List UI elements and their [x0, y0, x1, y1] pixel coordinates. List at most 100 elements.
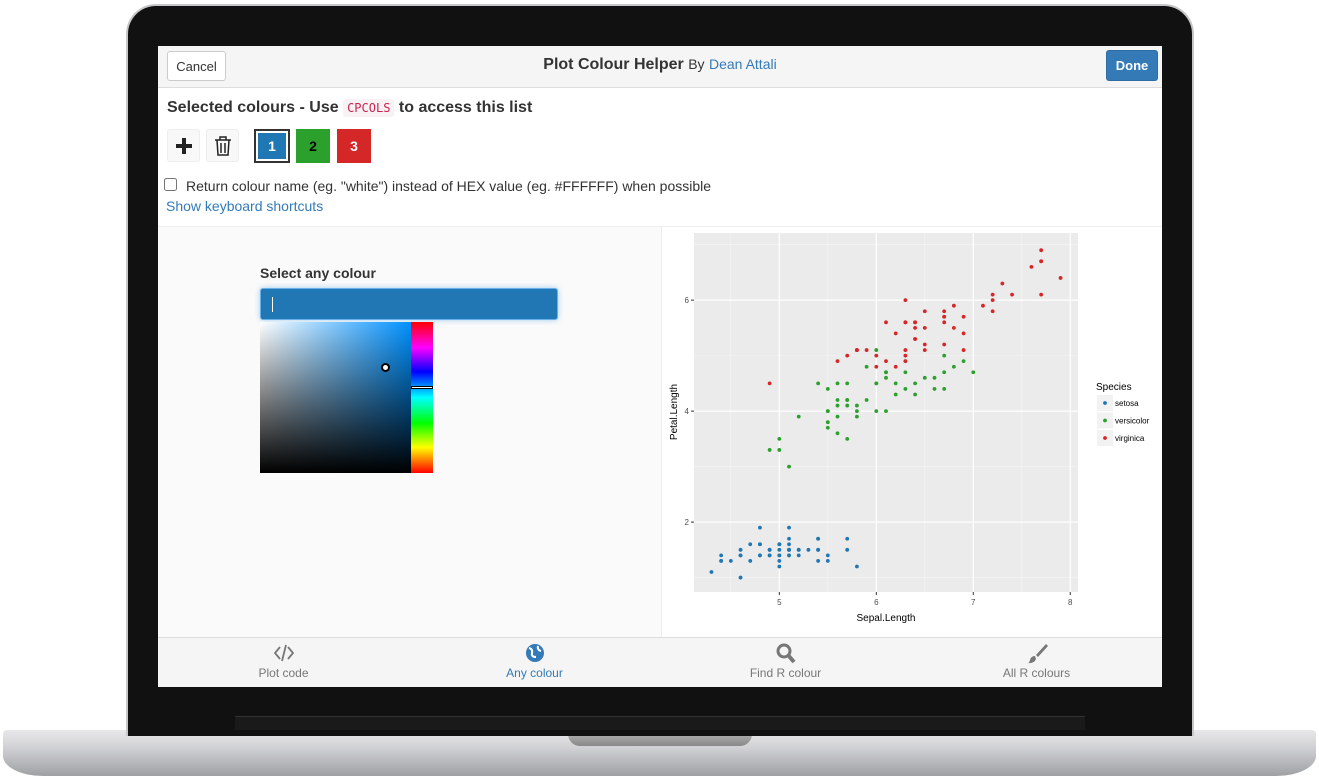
point	[855, 409, 859, 414]
plus-icon	[175, 137, 192, 154]
point	[913, 325, 917, 330]
point	[777, 564, 782, 569]
shortcuts-link[interactable]: Show keyboard shortcuts	[166, 198, 324, 214]
point	[825, 553, 830, 558]
y-tick-label: 6	[685, 296, 690, 305]
tab[interactable]: Plot code	[158, 637, 409, 687]
picker-handle[interactable]	[381, 363, 390, 372]
cancel-button[interactable]: Cancel	[167, 51, 226, 81]
chart: Sepal.Length Petal.Length Species 5 6 7 8 2 4…	[669, 233, 1150, 624]
hue-bar[interactable]	[411, 322, 433, 473]
by: By	[688, 56, 705, 72]
colour-swatch[interactable]: 3	[337, 129, 371, 163]
checkbox[interactable]	[164, 178, 177, 191]
point	[893, 392, 898, 397]
x-tick-label: 6	[874, 598, 879, 607]
title-text: Plot Colour Helper	[543, 56, 684, 73]
point	[777, 542, 782, 547]
point	[874, 381, 879, 386]
x-tick-label: 8	[1068, 598, 1073, 607]
bottom-bar	[158, 637, 1162, 687]
point	[951, 303, 956, 308]
point	[942, 387, 947, 391]
checkbox-label[interactable]: Return colour name (eg. "white") instead…	[186, 178, 712, 194]
x-tick-label: 5	[777, 598, 782, 607]
x-axis-label: Sepal.Length	[857, 613, 916, 624]
colour-swatch[interactable]: 1	[254, 129, 290, 163]
point	[874, 353, 879, 358]
text-cursor	[272, 297, 273, 312]
point	[903, 370, 908, 375]
tab-label: Find R colour	[749, 666, 822, 680]
point	[855, 564, 859, 569]
point	[874, 409, 879, 414]
point	[748, 559, 753, 563]
top-bar	[158, 46, 1162, 88]
point	[922, 325, 927, 330]
tab-icon	[776, 643, 796, 664]
point	[816, 381, 821, 386]
point	[961, 359, 966, 364]
point	[777, 448, 782, 452]
colour-swatch[interactable]: 2	[296, 129, 330, 163]
point	[932, 375, 937, 380]
point	[825, 420, 830, 425]
tab[interactable]: All R colours	[911, 637, 1162, 687]
point	[913, 381, 917, 386]
point	[787, 525, 791, 530]
done-button[interactable]: Done	[1106, 50, 1158, 81]
point	[787, 547, 791, 552]
point	[874, 348, 879, 352]
point	[961, 314, 966, 319]
separator	[158, 226, 1162, 227]
point	[864, 398, 869, 402]
point	[990, 292, 995, 297]
saturation-area[interactable]	[260, 322, 411, 473]
point	[961, 348, 966, 352]
author-link[interactable]: Dean Attali	[708, 56, 777, 72]
point	[942, 309, 947, 314]
point	[767, 381, 772, 386]
point	[1039, 292, 1044, 297]
point	[981, 303, 985, 308]
point	[825, 425, 830, 430]
point	[913, 392, 917, 397]
tab-icon	[1026, 644, 1048, 664]
code: CPCOLS	[343, 99, 395, 117]
colour-input[interactable]	[260, 288, 558, 320]
point	[719, 553, 724, 558]
delete-button[interactable]	[206, 129, 239, 162]
legend-marker	[1103, 436, 1107, 440]
point	[835, 381, 840, 386]
point	[884, 359, 888, 364]
legend-marker	[1103, 401, 1107, 405]
legend-label: setosa	[1115, 399, 1139, 408]
trash-icon	[214, 135, 231, 156]
point	[922, 375, 927, 380]
point	[990, 298, 995, 303]
point	[1029, 264, 1034, 269]
point	[845, 381, 850, 386]
legend-marker	[1103, 418, 1107, 423]
tab-icon	[525, 644, 544, 662]
point	[922, 309, 927, 314]
point	[942, 353, 947, 358]
point	[884, 375, 888, 380]
point	[845, 536, 850, 541]
tab[interactable]: Any colour	[409, 637, 660, 687]
point	[884, 370, 888, 375]
point	[874, 364, 879, 369]
hue-handle[interactable]	[411, 386, 433, 389]
point	[951, 325, 956, 330]
point	[864, 364, 869, 369]
add-button[interactable]	[167, 129, 200, 162]
point	[719, 559, 724, 563]
point	[825, 559, 830, 563]
tab-label: All R colours	[1002, 666, 1071, 680]
point	[767, 553, 772, 558]
point	[922, 348, 927, 352]
tab[interactable]: Find R colour	[660, 637, 911, 687]
point	[767, 448, 772, 452]
point	[990, 309, 995, 314]
